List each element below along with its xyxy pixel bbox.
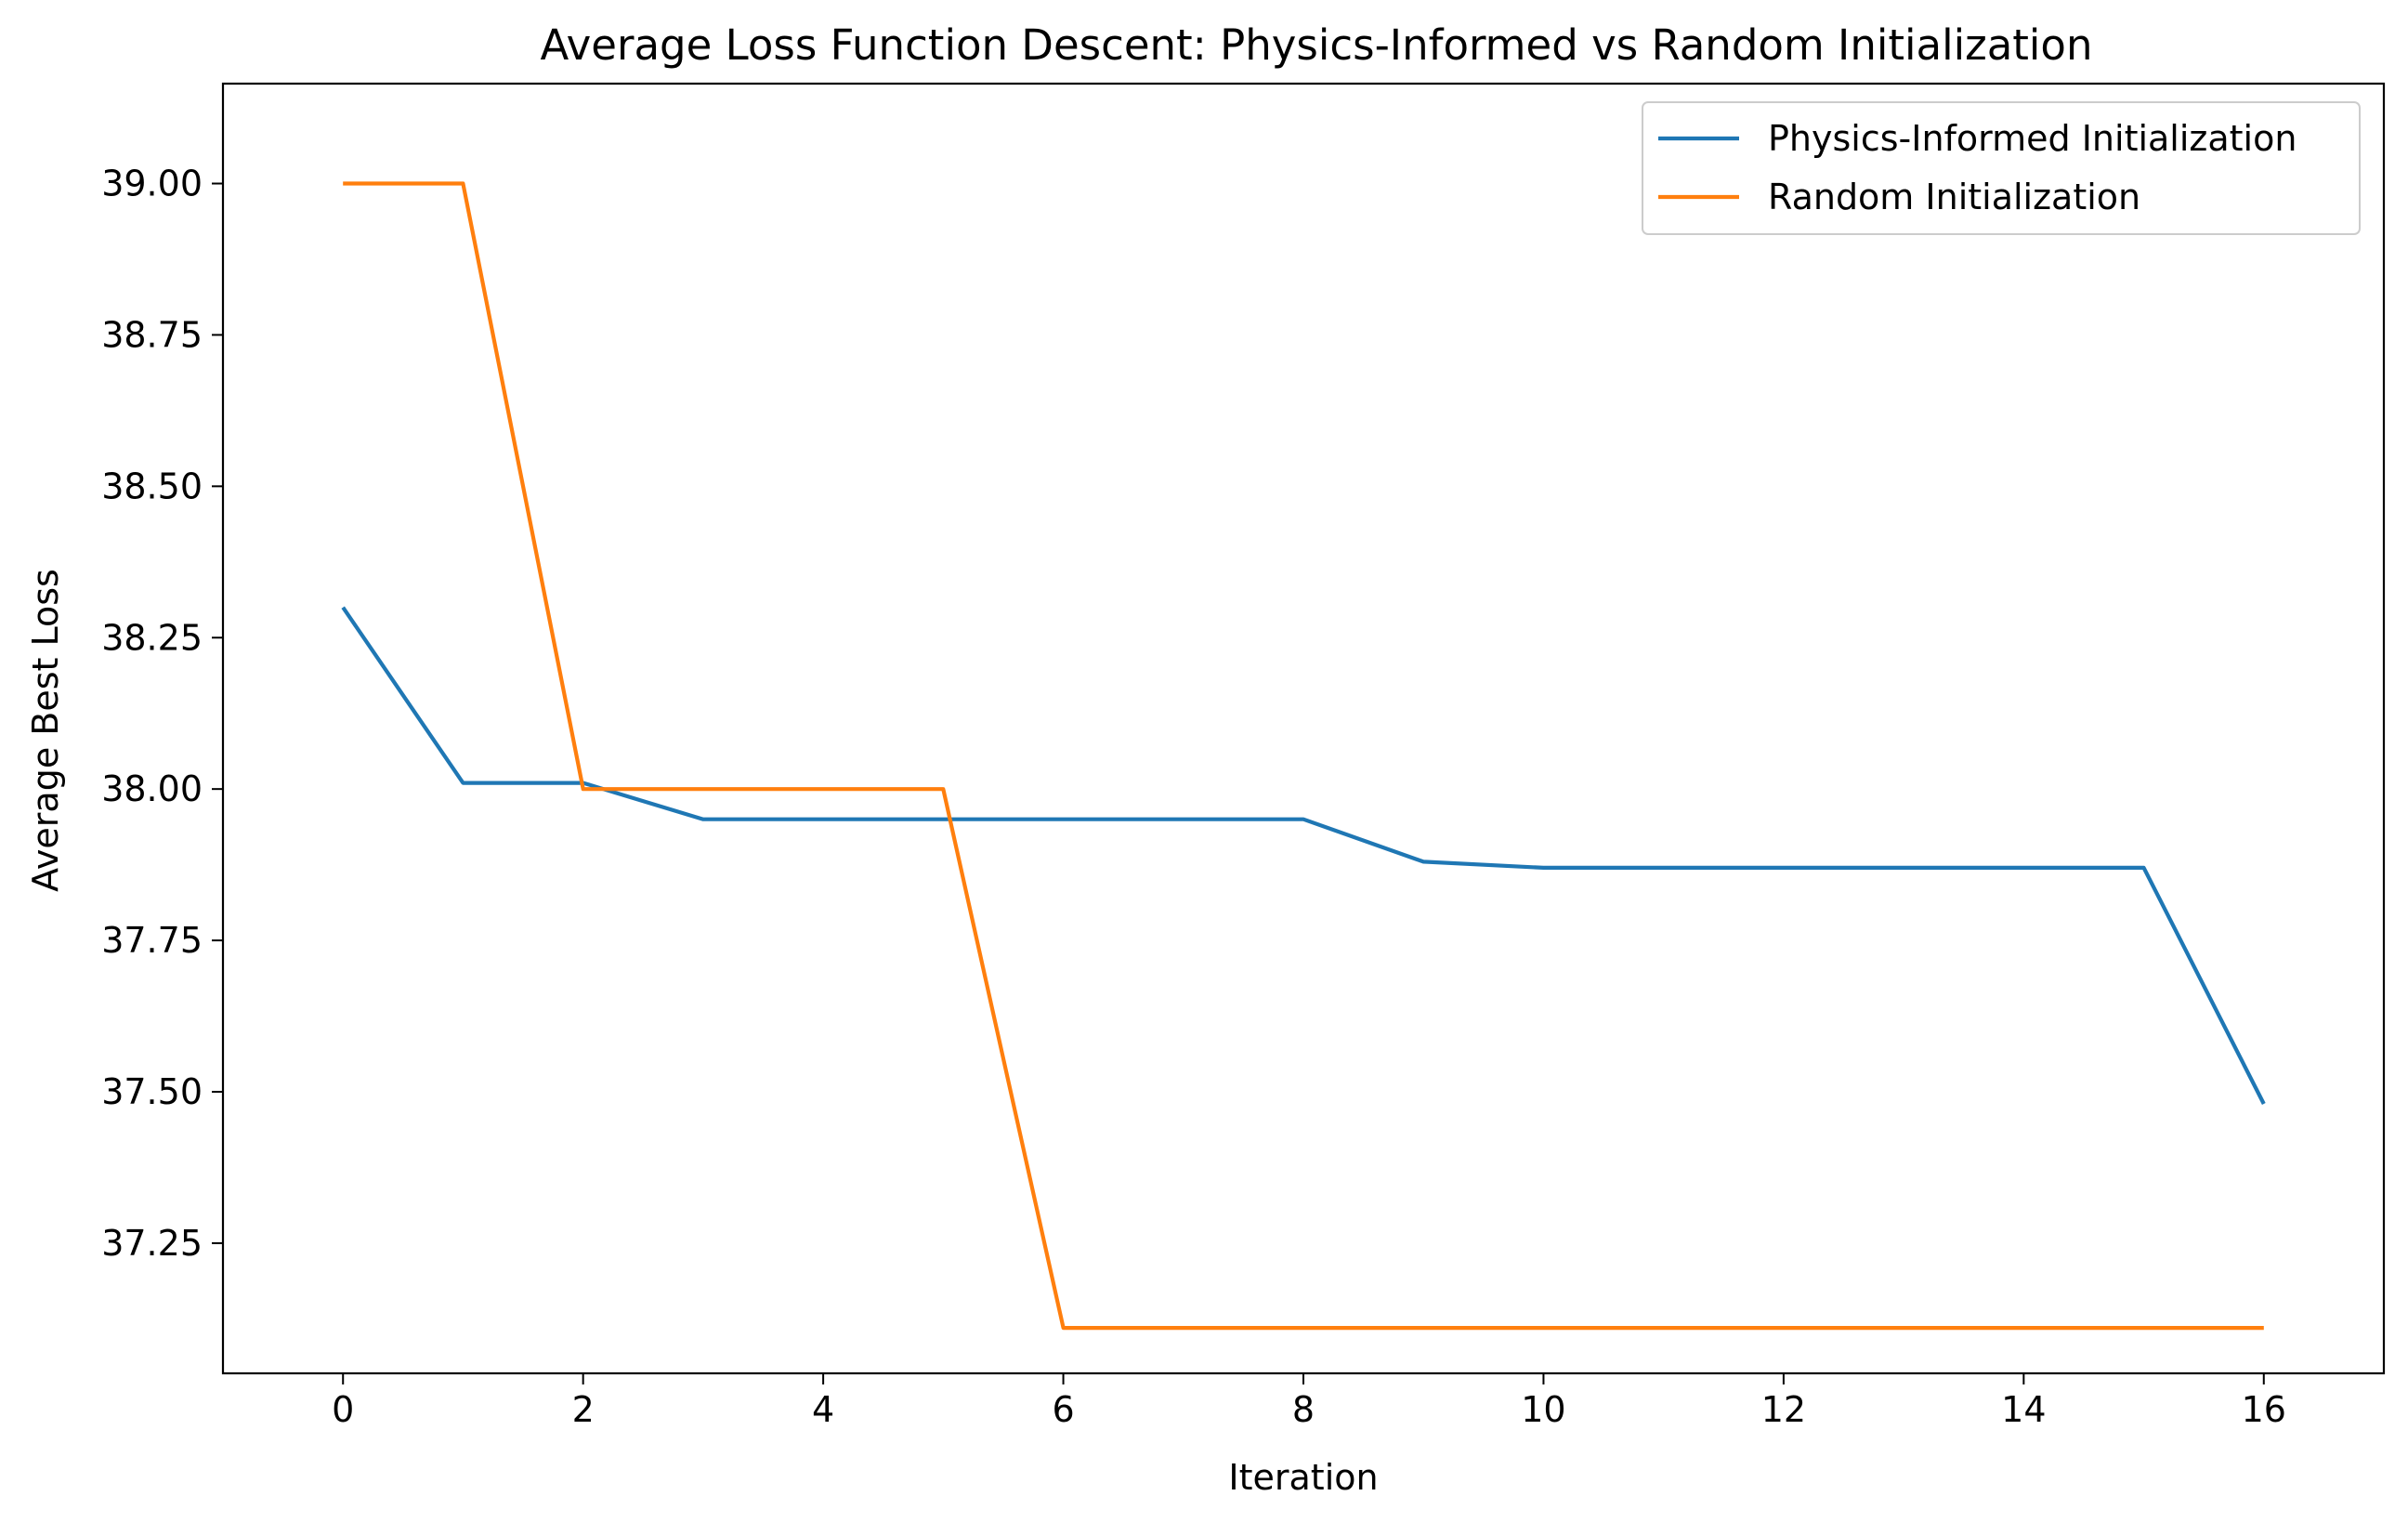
y-tick-label: 38.25: [101, 617, 203, 658]
x-tick-label: 4: [812, 1389, 834, 1430]
y-tick-label: 37.25: [101, 1223, 203, 1264]
y-tick-label: 37.50: [101, 1071, 203, 1112]
series-line-random: [343, 181, 2264, 1331]
x-tick-label: 2: [572, 1389, 595, 1430]
plot-frame: [221, 82, 2386, 1375]
legend: Physics-Informed Initialization Random In…: [1642, 101, 2361, 235]
y-tick-label: 38.50: [101, 466, 203, 506]
legend-box: [1642, 101, 2361, 235]
y-tick-label: 38.00: [101, 768, 203, 809]
x-tick-label: 14: [2001, 1389, 2046, 1430]
y-tick-label: 39.00: [101, 164, 203, 204]
x-tick-label: 0: [332, 1389, 354, 1430]
y-axis-ticks: 37.25 37.50 37.75 38.00 38.25 38.50 38.75 39.00: [101, 164, 223, 1264]
x-tick-label: 8: [1292, 1389, 1315, 1430]
legend-label: Random Initialization: [1768, 177, 2140, 217]
y-tick-label: 38.75: [101, 314, 203, 355]
x-axis-label: Iteration: [1228, 1457, 1378, 1498]
legend-label: Physics-Informed Initialization: [1768, 118, 2297, 159]
x-tick-label: 16: [2242, 1389, 2286, 1430]
series-layer: [341, 181, 2266, 1331]
y-tick-label: 37.75: [101, 920, 203, 961]
x-axis-ticks: 0 2 4 6 8 10 12 14 16: [332, 1373, 2286, 1430]
x-tick-label: 6: [1052, 1389, 1074, 1430]
chart-title: Average Loss Function Descent: Physics-I…: [541, 20, 2093, 70]
x-tick-label: 10: [1521, 1389, 1565, 1430]
x-tick-label: 12: [1761, 1389, 1806, 1430]
y-axis-label: Average Best Loss: [25, 569, 66, 892]
series-line-physics-informed: [341, 606, 2266, 1105]
